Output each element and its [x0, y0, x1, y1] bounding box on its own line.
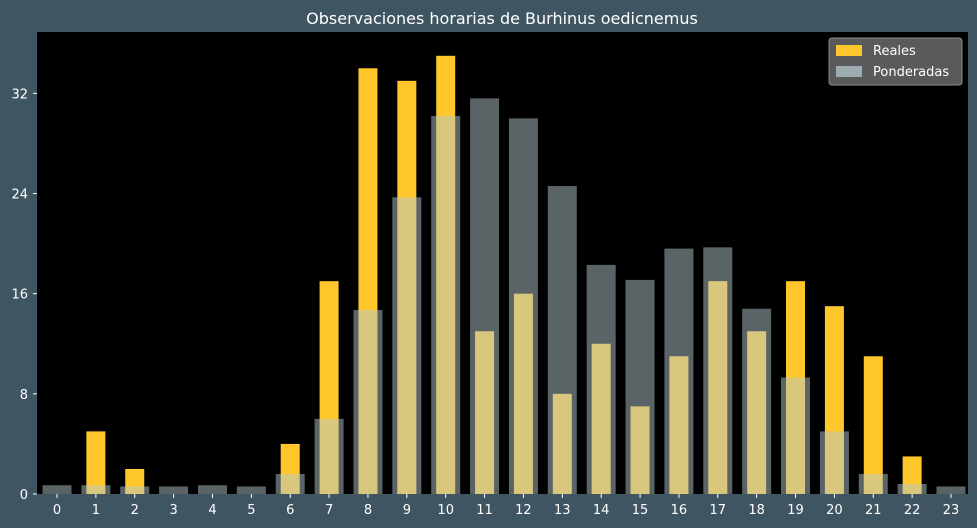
- bar-ponderadas-21: [858, 473, 888, 494]
- bar-ponderadas-5: [236, 486, 266, 494]
- legend-label-ponderadas: Ponderadas: [873, 65, 949, 80]
- x-tick-label-18: 18: [748, 503, 765, 518]
- legend-box: [828, 37, 963, 86]
- bar-ponderadas-13: [547, 186, 577, 494]
- bar-ponderadas-23: [936, 486, 966, 494]
- x-tick-label-11: 11: [476, 503, 493, 518]
- y-tick-label-0: 0: [20, 488, 28, 503]
- bar-ponderadas-19: [781, 377, 811, 494]
- bar-ponderadas-2: [120, 486, 150, 494]
- legend-label-reales: Reales: [873, 44, 916, 59]
- legend-swatch-reales: [836, 45, 862, 56]
- x-tick-label-17: 17: [710, 503, 727, 518]
- series-ponderadas: [42, 98, 966, 495]
- x-tick-label-0: 0: [53, 503, 61, 518]
- x-tick-label-22: 22: [904, 503, 921, 518]
- bar-ponderadas-9: [392, 197, 422, 494]
- x-tick-label-7: 7: [325, 503, 333, 518]
- bar-ponderadas-12: [508, 118, 538, 494]
- bar-ponderadas-18: [742, 308, 772, 494]
- bar-ponderadas-17: [703, 247, 733, 494]
- x-tick-label-15: 15: [632, 503, 649, 518]
- bar-ponderadas-15: [625, 279, 655, 494]
- bar-ponderadas-1: [81, 485, 111, 494]
- bar-reales-1: [86, 431, 106, 494]
- x-tick-label-20: 20: [826, 503, 843, 518]
- bar-ponderadas-3: [159, 486, 189, 494]
- y-axis: 0 8 16 24 32: [11, 87, 37, 503]
- x-tick-label-13: 13: [554, 503, 571, 518]
- x-tick-label-3: 3: [169, 503, 177, 518]
- x-tick-label-6: 6: [286, 503, 294, 518]
- x-tick-label-9: 9: [403, 503, 411, 518]
- x-tick-label-2: 2: [131, 503, 139, 518]
- x-tick-label-12: 12: [515, 503, 532, 518]
- legend: Reales Ponderadas: [828, 37, 963, 86]
- bar-ponderadas-7: [314, 418, 344, 494]
- x-tick-label-19: 19: [787, 503, 804, 518]
- y-tick-label-16: 16: [11, 288, 28, 303]
- bar-reales-21: [863, 356, 883, 494]
- bar-ponderadas-4: [197, 485, 227, 494]
- bar-ponderadas-14: [586, 264, 616, 494]
- bar-ponderadas-6: [275, 473, 305, 494]
- legend-swatch-ponderadas: [836, 66, 862, 77]
- x-tick-label-21: 21: [865, 503, 882, 518]
- x-tick-label-23: 23: [943, 503, 960, 518]
- bar-ponderadas-20: [819, 431, 849, 494]
- x-tick-label-5: 5: [247, 503, 255, 518]
- bar-ponderadas-8: [353, 309, 383, 494]
- bar-ponderadas-0: [42, 485, 72, 494]
- bar-ponderadas-10: [431, 115, 461, 495]
- plot-area: [37, 32, 968, 494]
- x-tick-label-1: 1: [92, 503, 100, 518]
- y-tick-label-32: 32: [11, 87, 28, 102]
- y-tick-label-8: 8: [20, 388, 28, 403]
- y-tick-label-24: 24: [11, 188, 28, 203]
- bar-ponderadas-11: [470, 98, 500, 494]
- chart-title: Observaciones horarias de Burhinus oedic…: [306, 9, 698, 28]
- x-tick-label-14: 14: [593, 503, 610, 518]
- bar-ponderadas-16: [664, 248, 694, 494]
- x-tick-label-10: 10: [437, 503, 454, 518]
- x-tick-label-16: 16: [671, 503, 688, 518]
- bar-ponderadas-22: [897, 483, 927, 494]
- x-tick-label-8: 8: [364, 503, 372, 518]
- x-tick-label-4: 4: [208, 503, 216, 518]
- x-axis: 0 1 2 3 4 5 6 7 8 9 10 11 12 13 14 15 16 17 18 19 20 21 22 23: [53, 494, 959, 518]
